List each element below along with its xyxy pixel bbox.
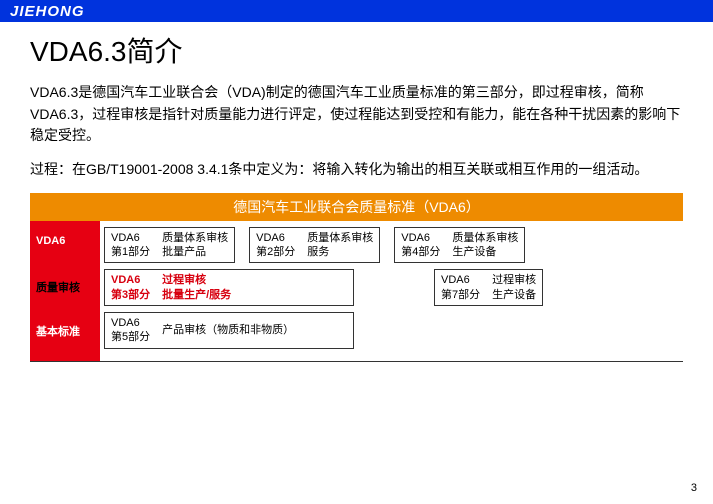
- box-vda6-5: VDA6第5部分 产品审核（物质和非物质）: [104, 312, 354, 349]
- main-content: VDA6.3简介 VDA6.3是德国汽车工业联合会（VDA)制定的德国汽车工业质…: [0, 22, 713, 362]
- box-vda6-3-highlight: VDA6第3部分 过程审核批量生产/服务: [104, 269, 354, 306]
- box-vda6-2: VDA6第2部分 质量体系审核服务: [249, 227, 380, 264]
- left-label-2: 质量审核: [30, 257, 100, 305]
- chart-row-3: VDA6第5部分 产品审核（物质和非物质）: [104, 312, 679, 349]
- brand-text: JIEHONG: [10, 3, 85, 20]
- chart-left-column: VDA6 质量审核 基本标准: [30, 221, 100, 361]
- chart-row-1: VDA6第1部分 质量体系审核批量产品 VDA6第2部分 质量体系审核服务 VD…: [104, 227, 679, 264]
- box-vda6-7: VDA6第7部分 过程审核生产设备: [434, 269, 543, 306]
- vda6-chart: 德国汽车工业联合会质量标准（VDA6） VDA6 质量审核 基本标准 VDA6第…: [30, 193, 683, 362]
- box-vda6-1: VDA6第1部分 质量体系审核批量产品: [104, 227, 235, 264]
- left-label-1: VDA6: [30, 221, 100, 257]
- paragraph-2: 过程：在GB/T19001-2008 3.4.1条中定义为：将输入转化为输出的相…: [30, 159, 683, 181]
- chart-row-2: VDA6第3部分 过程审核批量生产/服务 VDA6第7部分 过程审核生产设备: [104, 269, 679, 306]
- chart-body: VDA6 质量审核 基本标准 VDA6第1部分 质量体系审核批量产品 VDA6第…: [30, 221, 683, 361]
- chart-right-area: VDA6第1部分 质量体系审核批量产品 VDA6第2部分 质量体系审核服务 VD…: [100, 221, 683, 361]
- page-title: VDA6.3简介: [30, 30, 683, 70]
- box-vda6-4: VDA6第4部分 质量体系审核生产设备: [394, 227, 525, 264]
- brand-bar: JIEHONG: [0, 0, 713, 22]
- page-number: 3: [691, 482, 697, 494]
- left-label-3: 基本标准: [30, 305, 100, 349]
- chart-header: 德国汽车工业联合会质量标准（VDA6）: [30, 193, 683, 221]
- paragraph-1: VDA6.3是德国汽车工业联合会（VDA)制定的德国汽车工业质量标准的第三部分，…: [30, 82, 683, 147]
